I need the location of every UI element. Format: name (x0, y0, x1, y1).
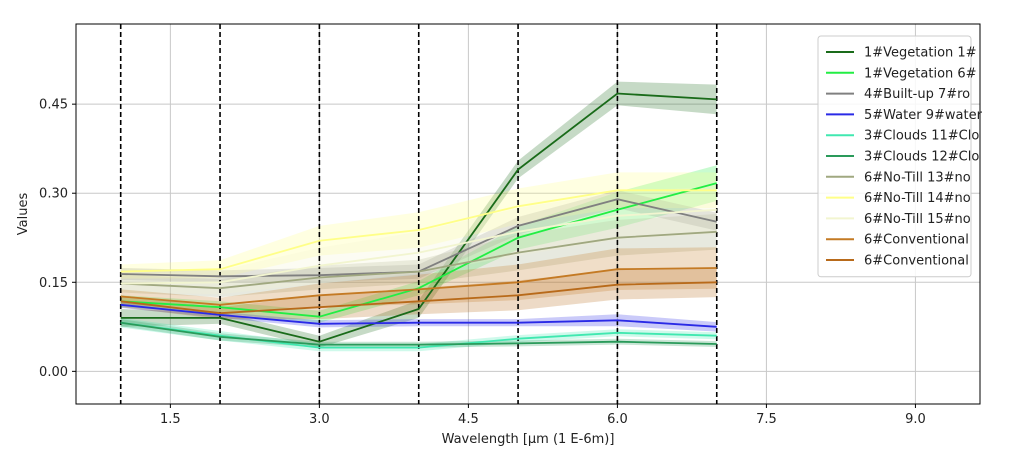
band-series-4 (120, 301, 717, 332)
series-line-11 (120, 281, 717, 315)
x-tick-label: 1.5 (160, 412, 181, 427)
legend-label: 1#Vegetation 6# (864, 66, 977, 81)
legend-label: 4#Built-up 7#ro (864, 87, 970, 102)
legend-label: 3#Clouds 12#Clo (864, 150, 979, 165)
series-line-8 (120, 189, 717, 273)
band-series-1 (120, 81, 717, 348)
y-tick-label: 0.15 (39, 276, 68, 291)
y-axis-title: Values (16, 193, 31, 236)
x-tick-label: 3.0 (309, 412, 330, 427)
legend-label: 1#Vegetation 1# (864, 46, 977, 61)
legend-label: 6#Conventional (864, 233, 969, 248)
band-series-11 (120, 267, 717, 320)
legend-label: 5#Water 9#water (864, 108, 983, 123)
y-axis-ticks: 0.00 0.15 0.30 0.45 (39, 98, 76, 380)
legend-box (817, 35, 972, 278)
legend-label: 6#Conventional (864, 254, 969, 269)
legend-label: 6#No-Till 14#no (864, 191, 971, 206)
y-tick-label: 0.00 (39, 365, 68, 380)
wavelength-markers (119, 24, 718, 404)
band-series-10 (120, 247, 717, 312)
x-axis-title: Wavelength [µm (1 E-6m)] (442, 432, 615, 447)
x-tick-label: 7.5 (756, 412, 777, 427)
x-tick-label: 4.5 (458, 412, 479, 427)
series-line-1 (120, 92, 717, 343)
series-line-5 (120, 321, 717, 349)
legend-label: 3#Clouds 11#Clo (864, 129, 979, 144)
series-line-2 (120, 182, 717, 318)
series-line-10 (120, 267, 717, 306)
series-line-9 (120, 208, 717, 285)
band-series-5 (120, 317, 717, 352)
legend-label: 6#No-Till 13#no (864, 170, 971, 185)
y-tick-label: 0.30 (39, 187, 68, 202)
plot-frame (75, 23, 981, 405)
series-line-4 (120, 303, 717, 328)
legend: 1#Vegetation 1# 1#Vegetation 6# 4#Built-up… (817, 35, 983, 278)
series-line-7 (120, 230, 717, 290)
x-tick-label: 6.0 (607, 412, 628, 427)
series-lines (120, 92, 717, 349)
x-axis-ticks: 1.5 3.0 4.5 6.0 7.5 9.0 (160, 404, 926, 427)
y-tick-label: 0.45 (39, 98, 68, 113)
x-tick-label: 9.0 (905, 412, 926, 427)
series-line-6 (120, 321, 717, 346)
legend-label: 6#No-Till 15#no (864, 212, 971, 227)
